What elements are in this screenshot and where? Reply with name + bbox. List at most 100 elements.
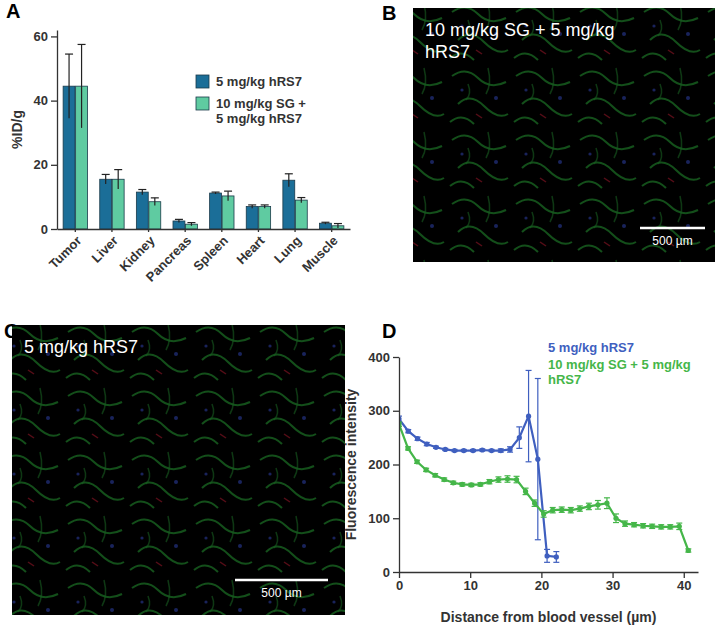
tick-label: 30: [606, 578, 620, 593]
error-cap: [114, 169, 122, 170]
tick: Heart: [233, 229, 268, 267]
error-bar: [450, 481, 456, 484]
error-cap: [613, 522, 619, 523]
error-bar: [631, 523, 637, 527]
scale-bar-label: 500 µm: [261, 586, 301, 600]
marker: [496, 477, 501, 482]
tick: 300: [368, 403, 399, 418]
error-bar: [535, 379, 541, 540]
error-cap: [523, 488, 529, 489]
bar: [246, 207, 258, 229]
tick: Pancreas: [143, 229, 194, 285]
error-bar: [187, 223, 195, 226]
marker: [405, 446, 410, 451]
bar: [100, 179, 112, 229]
marker: [452, 448, 457, 453]
error-bar: [559, 507, 565, 512]
marker: [559, 507, 564, 512]
error-cap: [604, 497, 610, 498]
error-bar: [613, 514, 619, 523]
error-bar: [495, 477, 501, 482]
marker: [622, 521, 627, 526]
plot-area: [63, 44, 344, 229]
image-background: [413, 8, 715, 262]
error-cap: [224, 191, 232, 192]
error-cap: [212, 191, 220, 192]
tick: Tumor: [46, 229, 85, 272]
error-bar: [526, 370, 532, 461]
bar: [283, 180, 295, 229]
error-bar: [114, 170, 122, 189]
tick-mark: [75, 229, 76, 232]
error-bar: [175, 219, 183, 222]
micrograph: [12, 325, 345, 615]
tick-mark: [51, 36, 57, 37]
error-cap: [676, 522, 682, 523]
error-cap: [532, 506, 538, 507]
error-cap: [175, 219, 183, 220]
tick: 200: [368, 457, 399, 472]
error-line: [105, 174, 106, 184]
error-bar: [504, 476, 510, 482]
tick-label: 100: [368, 511, 390, 526]
marker: [461, 448, 466, 453]
error-bar: [138, 190, 146, 195]
legend-swatch: [196, 75, 209, 88]
tick: Muscle: [299, 229, 341, 275]
axis-line: [400, 572, 699, 573]
marker: [442, 477, 447, 482]
marker: [478, 482, 483, 487]
error-cap: [334, 223, 342, 224]
image-title: 10 mg/kg SG + 5 mg/kghRS7: [425, 20, 615, 62]
error-bar: [649, 524, 655, 528]
tick-label: Pancreas: [143, 233, 194, 284]
tick: 10: [463, 572, 477, 593]
tick-label: 200: [368, 457, 390, 472]
error-bar: [577, 506, 583, 511]
error-bar: [541, 511, 547, 517]
tick: 400: [368, 350, 399, 365]
error-bar: [553, 552, 559, 563]
tick-mark: [399, 572, 400, 578]
tick: 40: [677, 572, 691, 593]
error-line: [142, 190, 143, 195]
tick-mark: [331, 229, 332, 232]
error-bar: [297, 198, 305, 203]
y-axis: 0204060: [34, 29, 58, 237]
marker: [433, 445, 438, 450]
tick: 60: [34, 29, 57, 44]
error-bar: [248, 205, 256, 208]
error-cap: [535, 539, 541, 540]
y-axis-title: Fluorescence intensity: [343, 388, 359, 540]
error-bar: [604, 498, 610, 509]
scale-bar: [640, 227, 705, 230]
micrograph: [413, 8, 715, 262]
tick-mark: [393, 411, 399, 412]
marker: [526, 414, 531, 419]
error-cap: [297, 197, 305, 198]
marker: [469, 482, 474, 487]
marker: [480, 447, 485, 452]
error-bar: [459, 483, 465, 486]
error-cap: [541, 517, 547, 518]
tick-mark: [470, 572, 471, 578]
tick-label: Tumor: [46, 233, 85, 272]
tick-mark: [541, 572, 542, 578]
error-cap: [514, 482, 520, 483]
error-line: [81, 44, 82, 127]
tick-mark: [393, 464, 399, 465]
legend: 5 mg/kg hRS710 mg/kg SG +5 mg/kg hRS7: [196, 74, 306, 126]
marker: [641, 523, 646, 528]
error-cap: [553, 562, 559, 563]
error-bar: [432, 474, 438, 477]
error-bar: [514, 476, 520, 482]
marker: [414, 459, 419, 464]
tick-mark: [51, 229, 57, 230]
tick-label: 0: [41, 222, 48, 237]
error-cap: [613, 513, 619, 514]
tick-mark: [148, 229, 149, 232]
legend: 5 mg/kg hRS710 mg/kg SG + 5 mg/kghRS7: [548, 340, 691, 387]
figure: A0204060TumorLiverKidneyPancreasSpleenHe…: [0, 0, 726, 632]
legend-label: 5 mg/kg hRS7: [548, 340, 634, 355]
bar: [222, 196, 234, 229]
